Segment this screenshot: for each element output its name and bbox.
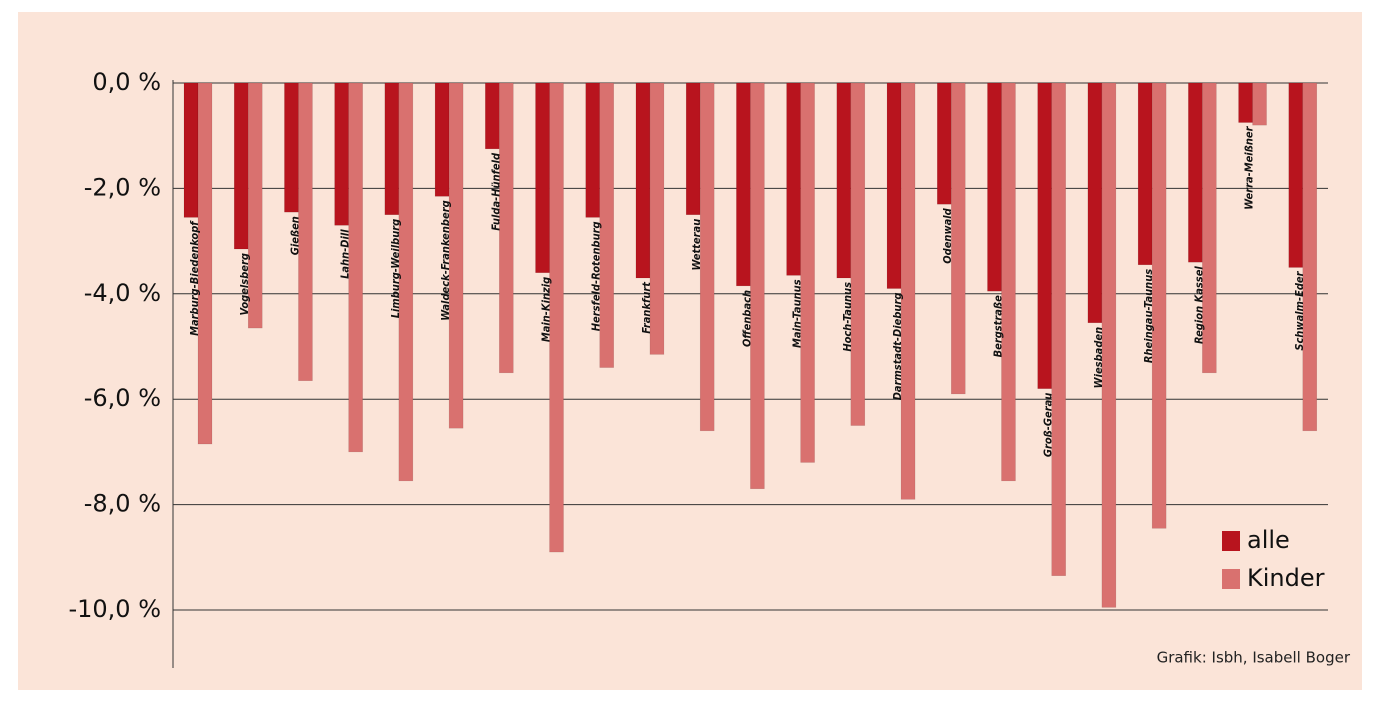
bar [233,82,249,250]
bar [1087,82,1103,324]
x-tick-label: Vogelsberg [238,253,251,316]
x-tick-label: Marburg-Biedenkopf [188,220,201,336]
x-tick-label: Wiesbaden [1092,327,1105,389]
bar [334,82,349,226]
x-tick-label: Main-Taunus [791,279,804,348]
legend-swatch [1222,569,1240,589]
bar [247,82,263,329]
bar [549,82,564,553]
bar [800,82,815,463]
bar [1101,82,1117,608]
x-tick-label: Lahn-Dill [339,229,352,279]
bar [1288,82,1304,268]
bar [535,82,550,273]
bar [1188,82,1203,263]
x-tick-label: Rheingau-Taunus [1142,269,1155,363]
x-tick-label: Offenbach [740,290,753,347]
bar [499,82,514,374]
bar [750,82,765,490]
x-tick-label: Hersfeld-Rotenburg [590,221,603,331]
x-tick-label: Waldeck-Frankenberg [439,200,452,320]
bar [900,82,916,500]
y-tick-label: -6,0 % [84,384,161,412]
bar [398,82,414,482]
bar [1137,82,1153,266]
x-tick-label: Wetterau [690,219,703,271]
x-tick-label: Gießen [288,216,301,255]
bar [197,82,213,445]
bar [635,82,651,279]
x-tick-label: Frankfurt [640,281,653,334]
x-tick-label: Hoch-Taunus [841,282,854,352]
credit: Grafik: Isbh, Isabell Boger [1157,649,1351,667]
bar [736,82,751,287]
bar [786,82,801,276]
bar [1037,82,1052,389]
bar [585,82,600,218]
bar [485,82,500,150]
bar [183,82,199,218]
bar [599,82,614,368]
x-tick-label: Odenwald [941,207,954,263]
bar [937,82,952,205]
bar [836,82,852,279]
bar [348,82,363,453]
x-tick-label: Main-Kinzig [540,277,553,342]
x-tick-label: Bergstraße [991,295,1004,358]
bar [1051,82,1066,577]
bar [384,82,400,216]
y-tick-label: -4,0 % [84,279,161,307]
bar [298,82,313,382]
bar [284,82,299,213]
y-tick-label: 0,0 % [92,68,161,96]
legend-label: Kinder [1247,564,1325,592]
bar [699,82,715,432]
bar [1252,82,1267,126]
bar [1151,82,1167,529]
x-tick-label: Darmstadt-Dieburg [891,293,904,401]
x-tick-label: Limburg-Weilburg [389,219,402,319]
bar [951,82,966,395]
bar [434,82,450,197]
bar [1001,82,1016,482]
bar [448,82,464,429]
x-tick-label: Schwalm-Eder [1293,270,1306,350]
x-tick-label: Groß-Gerau [1042,393,1055,457]
bar [886,82,902,289]
y-tick-label: -10,0 % [68,595,161,623]
legend-swatch [1222,531,1240,551]
bar [685,82,701,216]
y-tick-label: -8,0 % [84,490,161,518]
bar [649,82,665,355]
x-tick-label: Region Kassel [1192,266,1205,344]
legend-label: alle [1247,526,1290,554]
bar [1302,82,1318,432]
y-tick-label: -2,0 % [84,173,161,201]
x-tick-label: Fulda-Hünfeld [489,152,502,231]
x-tick-label: Werra-Meißner [1243,125,1256,209]
bar [850,82,866,426]
bar [987,82,1002,292]
bar [1238,82,1253,123]
bar [1202,82,1217,374]
